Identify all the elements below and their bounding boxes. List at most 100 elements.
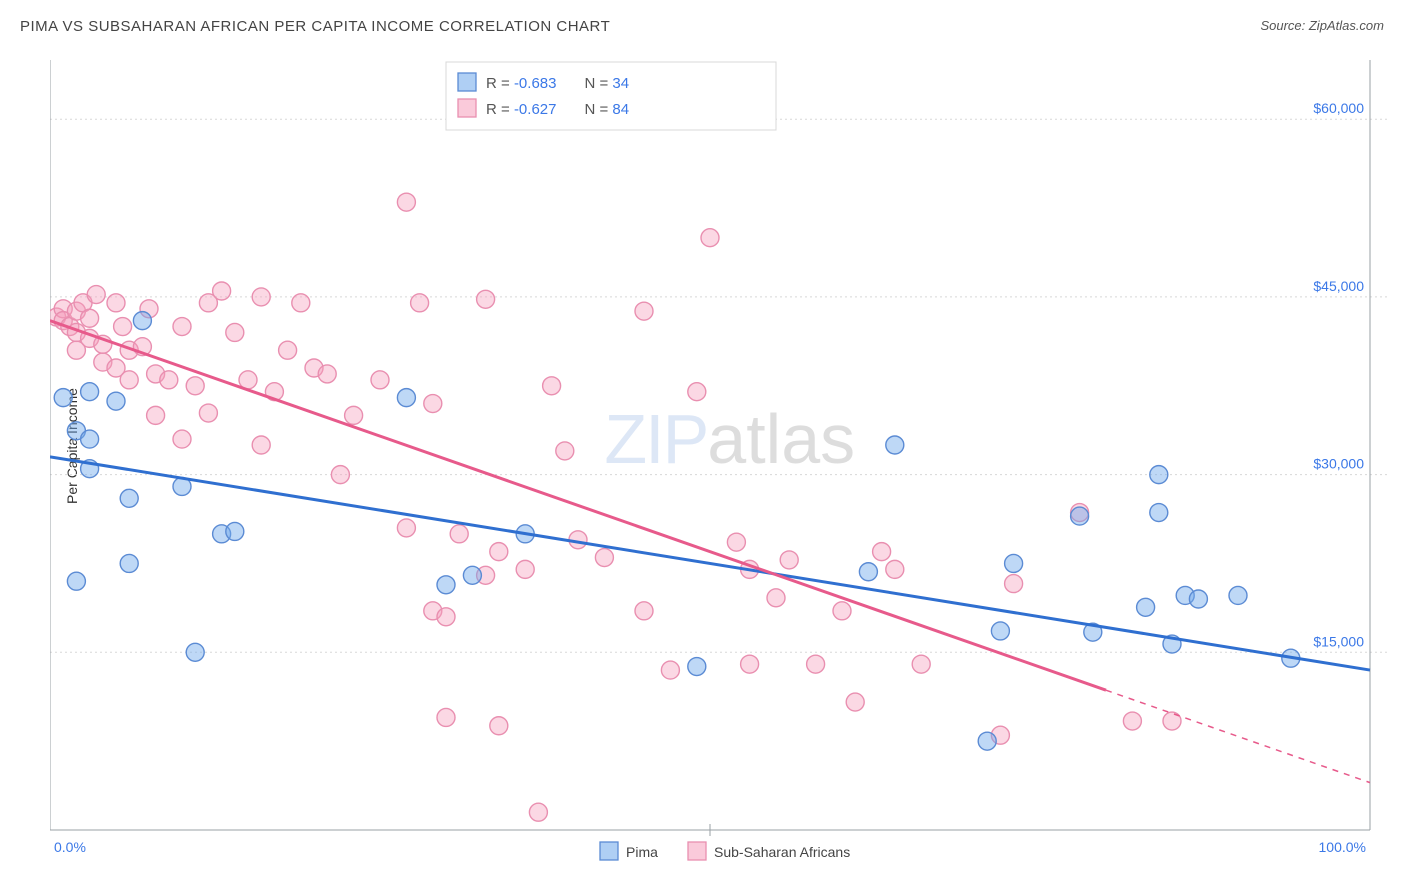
data-point-ssa <box>114 318 132 336</box>
series-legend-swatch <box>688 842 706 860</box>
data-point-pima <box>437 576 455 594</box>
regression-line-pima <box>50 457 1370 670</box>
data-point-ssa <box>397 193 415 211</box>
series-legend-swatch <box>600 842 618 860</box>
data-point-ssa <box>1123 712 1141 730</box>
data-point-ssa <box>635 302 653 320</box>
data-point-pima <box>120 489 138 507</box>
data-point-ssa <box>345 406 363 424</box>
data-point-ssa <box>411 294 429 312</box>
data-point-ssa <box>186 377 204 395</box>
data-point-ssa <box>160 371 178 389</box>
data-point-ssa <box>886 560 904 578</box>
data-point-pima <box>397 389 415 407</box>
data-point-pima <box>859 563 877 581</box>
data-point-pima <box>54 389 72 407</box>
chart-title: PIMA VS SUBSAHARAN AFRICAN PER CAPITA IN… <box>20 18 610 35</box>
source-value: ZipAtlas.com <box>1309 18 1384 33</box>
data-point-pima <box>226 522 244 540</box>
legend-swatch <box>458 73 476 91</box>
data-point-pima <box>463 566 481 584</box>
data-point-ssa <box>688 383 706 401</box>
data-point-ssa <box>87 286 105 304</box>
data-point-ssa <box>226 323 244 341</box>
data-point-ssa <box>173 318 191 336</box>
data-point-ssa <box>873 543 891 561</box>
data-point-pima <box>1150 504 1168 522</box>
data-point-ssa <box>424 395 442 413</box>
data-point-ssa <box>529 803 547 821</box>
data-point-ssa <box>292 294 310 312</box>
data-point-ssa <box>543 377 561 395</box>
data-point-pima <box>107 392 125 410</box>
data-point-pima <box>67 572 85 590</box>
data-point-pima <box>81 383 99 401</box>
data-point-ssa <box>1005 575 1023 593</box>
data-point-ssa <box>727 533 745 551</box>
data-point-ssa <box>767 589 785 607</box>
y-tick-label: $45,000 <box>1313 278 1364 294</box>
data-point-pima <box>1150 466 1168 484</box>
data-point-ssa <box>780 551 798 569</box>
series-legend-label: Pima <box>626 844 658 860</box>
data-point-pima <box>978 732 996 750</box>
data-point-ssa <box>397 519 415 537</box>
data-point-ssa <box>701 229 719 247</box>
data-point-ssa <box>81 309 99 327</box>
y-tick-label: $60,000 <box>1313 100 1364 116</box>
data-point-ssa <box>635 602 653 620</box>
source-attribution: Source: ZipAtlas.com <box>1260 18 1384 33</box>
regression-line-ssa-extrapolated <box>1106 690 1370 782</box>
data-point-pima <box>81 430 99 448</box>
data-point-ssa <box>595 549 613 567</box>
data-point-pima <box>1005 554 1023 572</box>
data-point-ssa <box>331 466 349 484</box>
data-point-ssa <box>450 525 468 543</box>
stats-legend-box <box>446 62 776 130</box>
data-point-ssa <box>252 436 270 454</box>
data-point-ssa <box>807 655 825 673</box>
data-point-ssa <box>437 608 455 626</box>
data-point-ssa <box>490 543 508 561</box>
data-point-pima <box>133 312 151 330</box>
x-tick-label: 0.0% <box>54 839 86 855</box>
data-point-ssa <box>318 365 336 383</box>
source-label: Source: <box>1260 18 1308 33</box>
data-point-ssa <box>490 717 508 735</box>
data-point-ssa <box>147 406 165 424</box>
data-point-ssa <box>371 371 389 389</box>
data-point-ssa <box>833 602 851 620</box>
data-point-ssa <box>120 371 138 389</box>
data-point-ssa <box>199 404 217 422</box>
data-point-pima <box>1229 586 1247 604</box>
data-point-ssa <box>661 661 679 679</box>
data-point-ssa <box>912 655 930 673</box>
data-point-ssa <box>846 693 864 711</box>
data-point-ssa <box>252 288 270 306</box>
data-point-ssa <box>741 655 759 673</box>
data-point-ssa <box>477 290 495 308</box>
data-point-pima <box>186 643 204 661</box>
data-point-ssa <box>173 430 191 448</box>
y-tick-label: $15,000 <box>1313 633 1364 649</box>
correlation-chart: $15,000$30,000$45,000$60,0000.0%100.0%R … <box>50 48 1390 878</box>
data-point-pima <box>886 436 904 454</box>
data-point-ssa <box>437 708 455 726</box>
data-point-pima <box>1137 598 1155 616</box>
y-tick-label: $30,000 <box>1313 456 1364 472</box>
data-point-ssa <box>279 341 297 359</box>
data-point-pima <box>120 554 138 572</box>
data-point-pima <box>1071 507 1089 525</box>
data-point-ssa <box>516 560 534 578</box>
data-point-ssa <box>556 442 574 460</box>
data-point-pima <box>991 622 1009 640</box>
data-point-pima <box>688 658 706 676</box>
legend-swatch <box>458 99 476 117</box>
data-point-ssa <box>1163 712 1181 730</box>
data-point-ssa <box>107 294 125 312</box>
series-legend-label: Sub-Saharan Africans <box>714 844 850 860</box>
data-point-pima <box>1189 590 1207 608</box>
x-tick-label: 100.0% <box>1319 839 1366 855</box>
data-point-ssa <box>213 282 231 300</box>
regression-line-ssa <box>50 321 1106 691</box>
